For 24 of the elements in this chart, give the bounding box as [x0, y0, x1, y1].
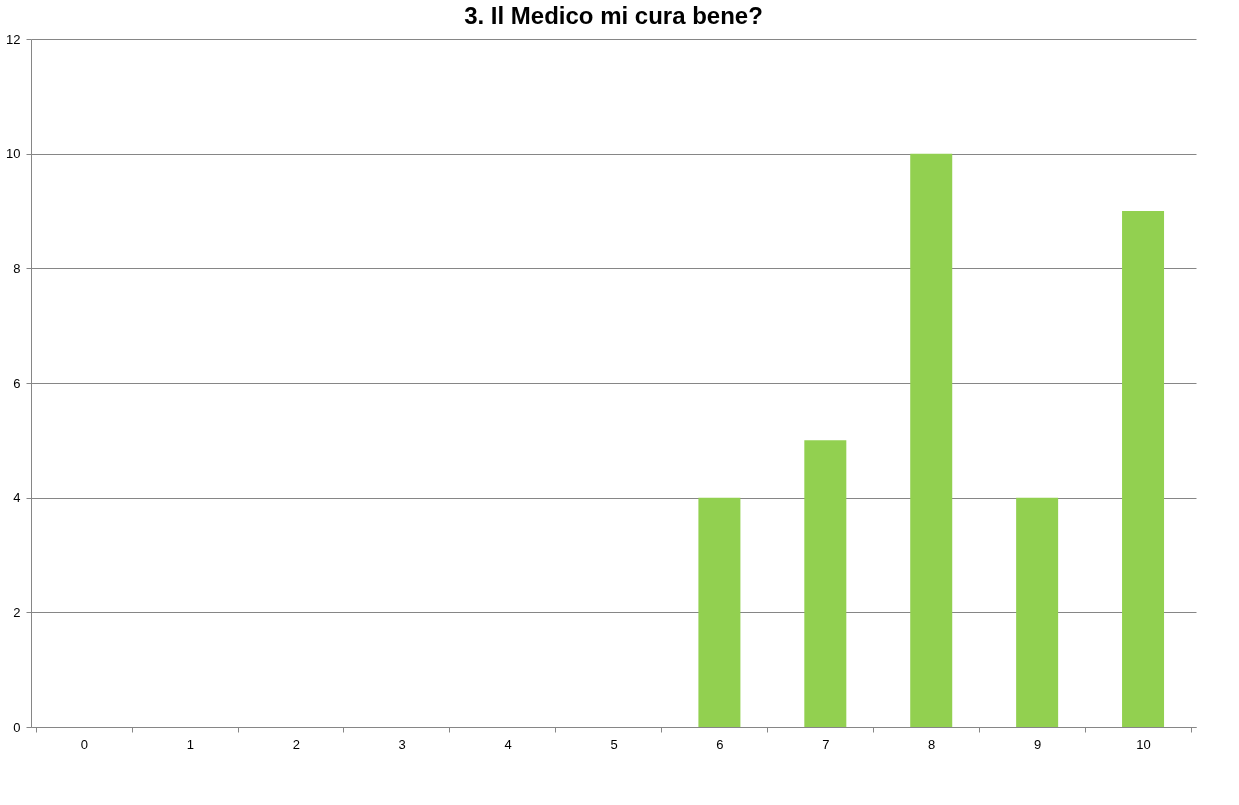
chart-title: 3. Il Medico mi cura bene?: [464, 2, 763, 29]
bar: [804, 440, 847, 727]
y-tick-label: 2: [13, 604, 21, 620]
x-tick-label: 1: [186, 736, 194, 752]
y-tick-label: 12: [6, 31, 21, 47]
y-tick-label: 4: [13, 490, 21, 506]
y-tick-label: 8: [13, 260, 21, 276]
y-tick-label: 0: [13, 719, 21, 735]
x-tick-label: 0: [80, 736, 89, 752]
x-tick-label: 4: [504, 736, 512, 752]
x-tick-label: 5: [610, 736, 618, 752]
x-tick-label: 9: [1034, 736, 1042, 752]
bar: [1016, 497, 1059, 727]
x-tick-label: 6: [716, 736, 724, 752]
x-tick-label: 8: [928, 736, 936, 752]
x-tick-label: 3: [398, 736, 406, 752]
bar: [1122, 211, 1165, 727]
x-tick-label: 7: [822, 736, 830, 752]
y-tick-label: 6: [13, 375, 21, 391]
bar: [698, 497, 741, 727]
x-tick-label: 2: [292, 736, 300, 752]
bar: [910, 153, 953, 727]
x-tick-label: 10: [1136, 736, 1151, 752]
y-tick-label: 10: [6, 146, 21, 162]
